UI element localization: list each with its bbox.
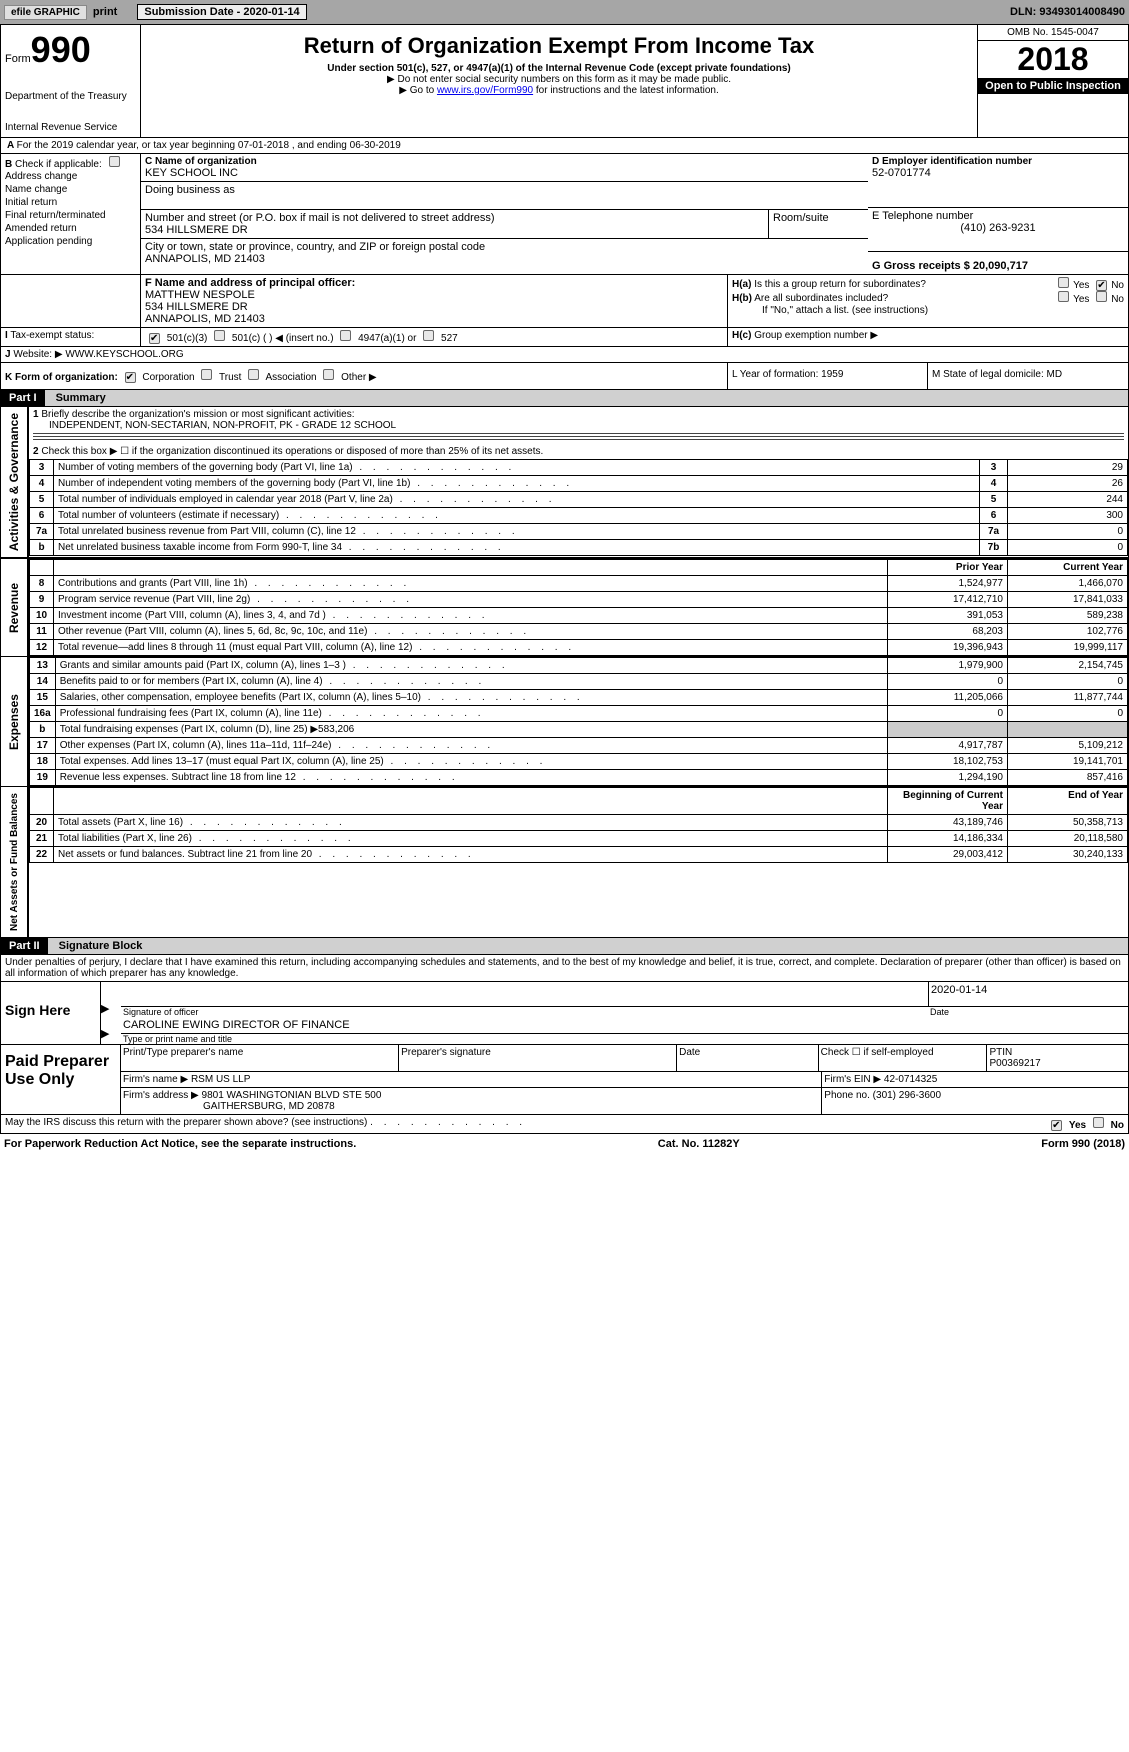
tax-year: 2018 <box>978 41 1128 78</box>
table-row: bNet unrelated business taxable income f… <box>30 540 1128 556</box>
part-2-header: Part II Signature Block <box>0 938 1129 955</box>
telephone: (410) 263-9231 <box>872 222 1124 234</box>
revenue-section: Revenue Prior YearCurrent Year 8Contribu… <box>0 557 1129 656</box>
mission-text: INDEPENDENT, NON-SECTARIAN, NON-PROFIT, … <box>33 420 396 431</box>
form-id-cell: Form 990 Department of the Treasury Inte… <box>1 25 141 137</box>
table-row: 20Total assets (Part X, line 16)43,189,7… <box>30 815 1128 831</box>
table-row: 5Total number of individuals employed in… <box>30 492 1128 508</box>
table-row: 22Net assets or fund balances. Subtract … <box>30 847 1128 863</box>
table-row: 12Total revenue—add lines 8 through 11 (… <box>30 640 1128 656</box>
department-label: Department of the Treasury <box>5 91 136 102</box>
table-row: 4Number of independent voting members of… <box>30 476 1128 492</box>
form-number: 990 <box>31 29 91 71</box>
dln-label: DLN: 93493014008490 <box>1010 6 1125 18</box>
irs-label: Internal Revenue Service <box>5 122 136 133</box>
section-f: F Name and address of principal officer:… <box>141 275 728 327</box>
subtitle: Under section 501(c), 527, or 4947(a)(1)… <box>145 63 973 74</box>
omb-number: OMB No. 1545-0047 <box>978 25 1128 41</box>
efile-badge: efile GRAPHIC <box>4 5 87 20</box>
form-label: Form <box>5 53 31 65</box>
governance-section: Activities & Governance 1 Briefly descri… <box>0 407 1129 557</box>
check-item: Name change <box>5 183 136 196</box>
check-item: Final return/terminated <box>5 209 136 222</box>
perjury-text: Under penalties of perjury, I declare th… <box>0 955 1129 982</box>
discuss-row: May the IRS discuss this return with the… <box>0 1115 1129 1134</box>
check-item: Amended return <box>5 222 136 235</box>
section-d-e-g: D Employer identification number 52-0701… <box>868 154 1128 274</box>
main-title: Return of Organization Exempt From Incom… <box>145 33 973 59</box>
check-item: Application pending <box>5 235 136 248</box>
expenses-table: 13Grants and similar amounts paid (Part … <box>29 657 1128 786</box>
table-row: 15Salaries, other compensation, employee… <box>30 690 1128 706</box>
check-item: Address change <box>5 170 136 183</box>
street-address: 534 HILLSMERE DR <box>145 224 764 236</box>
website: WWW.KEYSCHOOL.ORG <box>65 349 183 360</box>
irs-link[interactable]: www.irs.gov/Form990 <box>437 85 533 96</box>
open-public-badge: Open to Public Inspection <box>978 78 1128 94</box>
top-bar: efile GRAPHIC print Submission Date - 20… <box>0 0 1129 24</box>
revenue-table: Prior YearCurrent Year 8Contributions an… <box>29 559 1128 656</box>
table-row: 10Investment income (Part VIII, column (… <box>30 608 1128 624</box>
table-row: 3Number of voting members of the governi… <box>30 460 1128 476</box>
org-name: KEY SCHOOL INC <box>145 167 864 179</box>
check-item: Initial return <box>5 196 136 209</box>
table-row: 11Other revenue (Part VIII, column (A), … <box>30 624 1128 640</box>
city-address: ANNAPOLIS, MD 21403 <box>145 253 864 265</box>
form-header: Form 990 Department of the Treasury Inte… <box>0 24 1129 138</box>
submission-date: Submission Date - 2020-01-14 <box>137 4 306 20</box>
title-cell: Return of Organization Exempt From Incom… <box>141 25 978 137</box>
footer: For Paperwork Reduction Act Notice, see … <box>0 1134 1129 1154</box>
table-row: 6Total number of volunteers (estimate if… <box>30 508 1128 524</box>
section-h: H(a) Is this a group return for subordin… <box>728 275 1128 327</box>
preparer-block: Paid Preparer Use Only Print/Type prepar… <box>0 1045 1129 1115</box>
note-link: ▶ Go to www.irs.gov/Form990 for instruct… <box>145 85 973 96</box>
line-klm: K Form of organization: Corporation Trus… <box>0 363 1129 390</box>
org-info-grid: B Check if applicable: Address changeNam… <box>0 154 1129 275</box>
table-row: 18Total expenses. Add lines 13–17 (must … <box>30 754 1128 770</box>
table-row: 7aTotal unrelated business revenue from … <box>30 524 1128 540</box>
year-cell: OMB No. 1545-0047 2018 Open to Public In… <box>978 25 1128 137</box>
ein: 52-0701774 <box>872 167 1124 179</box>
table-row: 13Grants and similar amounts paid (Part … <box>30 658 1128 674</box>
expenses-section: Expenses 13Grants and similar amounts pa… <box>0 656 1129 786</box>
table-row: 14Benefits paid to or for members (Part … <box>30 674 1128 690</box>
section-c: C Name of organization KEY SCHOOL INC Do… <box>141 154 868 274</box>
note-ssn: ▶ Do not enter social security numbers o… <box>145 74 973 85</box>
net-section: Net Assets or Fund Balances Beginning of… <box>0 786 1129 938</box>
fh-grid: F Name and address of principal officer:… <box>0 275 1129 328</box>
line-i: I Tax-exempt status: 501(c)(3) 501(c) ( … <box>0 328 1129 347</box>
table-row: 21Total liabilities (Part X, line 26)14,… <box>30 831 1128 847</box>
part-1-header: Part I Summary <box>0 390 1129 407</box>
governance-table: 3Number of voting members of the governi… <box>29 459 1128 556</box>
checkmark-icon[interactable] <box>1096 280 1107 291</box>
sign-here-block: Sign Here ▶ 2020-01-14 Signature of offi… <box>0 982 1129 1045</box>
table-row: 17Other expenses (Part IX, column (A), l… <box>30 738 1128 754</box>
line-j: J Website: ▶ WWW.KEYSCHOOL.ORG <box>0 347 1129 363</box>
net-table: Beginning of Current YearEnd of Year 20T… <box>29 787 1128 863</box>
table-row: 9Program service revenue (Part VIII, lin… <box>30 592 1128 608</box>
table-row: 19Revenue less expenses. Subtract line 1… <box>30 770 1128 786</box>
table-row: bTotal fundraising expenses (Part IX, co… <box>30 722 1128 738</box>
table-row: 8Contributions and grants (Part VIII, li… <box>30 576 1128 592</box>
gross-receipts: G Gross receipts $ 20,090,717 <box>872 260 1028 272</box>
table-row: 16aProfessional fundraising fees (Part I… <box>30 706 1128 722</box>
section-b: B Check if applicable: Address changeNam… <box>1 154 141 274</box>
line-a: A For the 2019 calendar year, or tax yea… <box>0 138 1129 154</box>
checkbox-icon[interactable] <box>109 156 120 167</box>
print-link[interactable]: print <box>93 6 117 18</box>
